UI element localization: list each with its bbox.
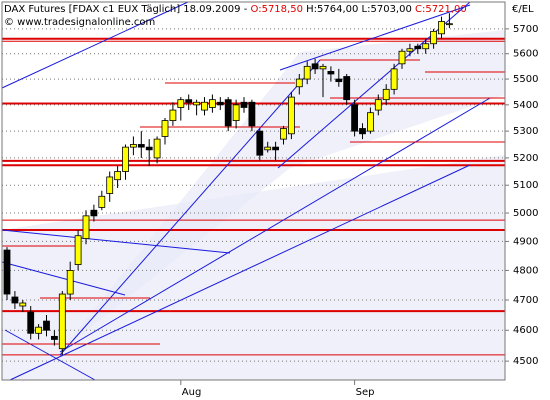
candle-body <box>295 78 303 88</box>
levels <box>2 37 505 356</box>
y-tick-label: 5600 <box>513 49 538 60</box>
candle-body <box>398 50 406 65</box>
y-tick-label: 5200 <box>513 153 538 164</box>
candle-body <box>414 45 422 50</box>
candle-body <box>438 21 445 35</box>
candle-body <box>287 96 295 135</box>
candle-body <box>66 270 74 295</box>
title-main: DAX Futures [FDAX c1 EUX Täglich] 18.09.… <box>4 4 248 15</box>
close-label: C:5721,00 <box>415 4 467 15</box>
candle-body <box>137 144 145 148</box>
candle-body <box>145 146 153 151</box>
x-tick-label: Aug <box>182 387 202 398</box>
candle-body <box>177 99 185 108</box>
candle-body <box>327 71 335 75</box>
candle-body <box>11 296 19 304</box>
channel-zone <box>60 30 505 352</box>
candle-body <box>43 320 50 331</box>
y-tick-label: 5100 <box>513 180 538 191</box>
candle-body <box>303 65 311 80</box>
candle-body <box>208 99 216 108</box>
candle-body <box>382 88 390 101</box>
candle-body <box>248 101 256 127</box>
candle-body <box>35 326 42 334</box>
candle-body <box>58 293 66 350</box>
candle-body <box>153 138 161 159</box>
candle-body <box>422 43 430 50</box>
y-axis-label: €/EL <box>512 4 534 15</box>
trend-line <box>59 59 321 356</box>
candle-body <box>366 112 374 132</box>
y-tick-label: 4900 <box>513 236 538 247</box>
candle-body <box>311 63 319 70</box>
y-tick-label: 5300 <box>513 126 538 137</box>
candle-body <box>232 104 240 121</box>
candle-body <box>406 48 414 52</box>
candle-body <box>106 176 114 194</box>
chart-title: DAX Futures [FDAX c1 EUX Täglich] 18.09.… <box>4 4 467 15</box>
candle-body <box>82 215 90 239</box>
candle-body <box>193 101 201 106</box>
candle-body <box>114 171 121 181</box>
y-tick-label: 5400 <box>513 100 538 111</box>
candle-body <box>122 146 129 172</box>
candle-body <box>430 30 438 45</box>
trend-line <box>1 261 126 296</box>
candle-body <box>445 23 453 26</box>
open-label: O:5718,50 <box>251 4 303 15</box>
y-tick-label: 5500 <box>513 74 538 85</box>
high-low-label: H:5764,00 L:5703,00 <box>306 4 412 15</box>
candle-body <box>374 99 382 111</box>
trend-line <box>1 1 189 89</box>
trend-line <box>279 4 471 71</box>
candle-body <box>335 78 343 83</box>
candle-body <box>351 104 359 132</box>
candle-body <box>272 146 280 151</box>
trend-line <box>59 97 491 353</box>
x-tick-label: Sep <box>356 387 375 398</box>
trend-line <box>4 329 96 381</box>
candle-body <box>390 68 398 90</box>
y-tick-label: 4800 <box>513 265 538 276</box>
candle-body <box>216 101 224 106</box>
candle-body <box>264 146 272 151</box>
candle-body <box>19 302 27 307</box>
subtitle: © www.tradesignalonline.com <box>4 17 155 28</box>
candle-body <box>343 76 351 101</box>
candle-body <box>98 195 106 208</box>
candle-body <box>51 335 58 340</box>
candle-body <box>256 130 264 156</box>
plot-frame <box>1 1 506 381</box>
candle-body <box>161 120 169 137</box>
lower-zone <box>2 155 505 380</box>
y-tick-label: 4700 <box>513 295 538 306</box>
candle-body <box>201 101 208 111</box>
candle-body <box>3 249 11 295</box>
candle-body <box>169 109 177 121</box>
candle-body <box>185 99 193 103</box>
candle-body <box>90 209 98 217</box>
candle-body <box>74 235 82 265</box>
trend-line <box>277 1 471 169</box>
y-tick-label: 4600 <box>513 325 538 336</box>
candles <box>3 13 453 355</box>
candle-body <box>224 99 232 127</box>
candle-body <box>27 311 35 334</box>
candle-body <box>319 65 327 70</box>
y-tick-label: 5700 <box>513 24 538 35</box>
candle-body <box>129 144 137 148</box>
candle-body <box>240 101 248 108</box>
y-tick-label: 4500 <box>513 356 538 367</box>
y-tick-label: 5000 <box>513 208 538 219</box>
candle-body <box>280 128 287 140</box>
candle-body <box>359 128 366 135</box>
trend-line <box>1 229 231 254</box>
